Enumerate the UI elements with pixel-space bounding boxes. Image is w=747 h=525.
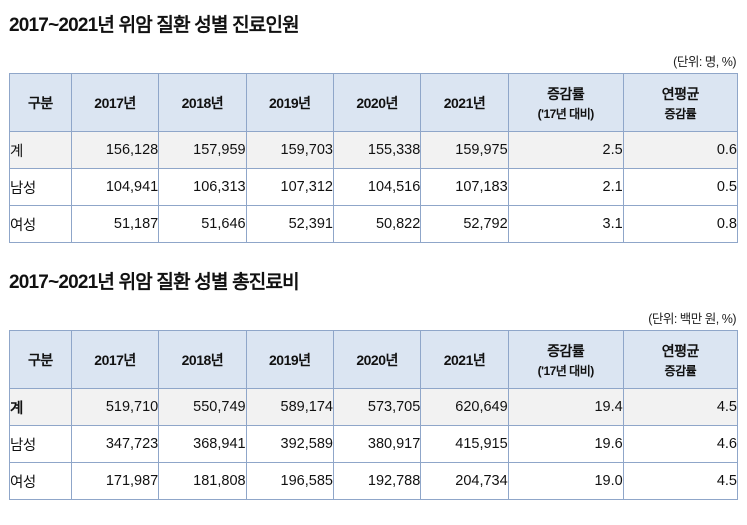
cell-value: 4.6	[622, 425, 739, 463]
cell-value: 171,987	[70, 462, 160, 500]
table-row-female: 여성 51,187 51,646 52,391 50,822 52,792 3.…	[9, 205, 739, 243]
row-label: 남성	[9, 425, 72, 463]
cell-value: 106,313	[158, 168, 247, 206]
row-label: 여성	[9, 462, 72, 500]
column-header-2019: 2019년	[245, 330, 334, 389]
column-header-annual-avg: 연평균 증감률	[622, 73, 739, 132]
column-header-change-rate: 증감률 ('17년 대비)	[507, 330, 624, 389]
column-header-2018: 2018년	[158, 73, 247, 132]
section-title-costs: 2017~2021년 위암 질환 성별 총진료비	[9, 272, 300, 293]
cell-value: 620,649	[420, 388, 509, 426]
cell-value: 392,589	[245, 425, 334, 463]
column-header-category: 구분	[9, 73, 72, 132]
cell-value: 157,959	[158, 131, 247, 169]
cell-value: 181,808	[158, 462, 247, 500]
unit-note-patients: (단위: 명, %)	[673, 55, 736, 69]
cell-value: 19.6	[507, 425, 624, 463]
patients-table: 구분 2017년 2018년 2019년 2020년 2021년 증감률 ('1…	[9, 73, 739, 243]
header-row: 구분 2017년 2018년 2019년 2020년 2021년 증감률 ('1…	[9, 73, 739, 132]
cell-value: 0.8	[622, 205, 739, 243]
unit-note-costs: (단위: 백만 원, %)	[648, 312, 736, 326]
change-rate-sublabel: ('17년 대비)	[537, 106, 595, 121]
section-costs: 2017~2021년 위암 질환 성별 총진료비 (단위: 백만 원, %) 구…	[9, 267, 739, 500]
cell-value: 104,516	[332, 168, 422, 206]
cell-value: 155,338	[332, 131, 422, 169]
cell-value: 415,915	[420, 425, 509, 463]
cell-value: 51,187	[70, 205, 160, 243]
cell-value: 107,183	[420, 168, 509, 206]
cell-value: 519,710	[70, 388, 160, 426]
cell-value: 550,749	[158, 388, 247, 426]
change-rate-sublabel: ('17년 대비)	[537, 363, 595, 378]
column-header-2020: 2020년	[332, 73, 422, 132]
column-header-2021: 2021년	[420, 73, 509, 132]
cell-value: 19.4	[507, 388, 624, 426]
table-row-male: 남성 347,723 368,941 392,589 380,917 415,9…	[9, 425, 739, 463]
cell-value: 50,822	[332, 205, 422, 243]
section-title-patients: 2017~2021년 위암 질환 성별 진료인원	[9, 15, 300, 36]
row-label: 남성	[9, 168, 72, 206]
cell-value: 192,788	[332, 462, 422, 500]
change-rate-label: 증감률	[547, 85, 585, 102]
cell-value: 159,703	[245, 131, 334, 169]
table-row-total: 계 519,710 550,749 589,174 573,705 620,64…	[9, 388, 739, 426]
cell-value: 4.5	[622, 462, 739, 500]
cell-value: 589,174	[245, 388, 334, 426]
cell-value: 159,975	[420, 131, 509, 169]
cell-value: 4.5	[622, 388, 739, 426]
cell-value: 0.5	[622, 168, 739, 206]
cell-value: 156,128	[70, 131, 160, 169]
annual-avg-sublabel: 증감률	[664, 106, 697, 121]
cell-value: 19.0	[507, 462, 624, 500]
cell-value: 51,646	[158, 205, 247, 243]
column-header-category: 구분	[9, 330, 72, 389]
column-header-2021: 2021년	[420, 330, 509, 389]
annual-avg-sublabel: 증감률	[664, 363, 697, 378]
cell-value: 2.1	[507, 168, 624, 206]
column-header-2017: 2017년	[70, 73, 160, 132]
column-header-2018: 2018년	[158, 330, 247, 389]
cell-value: 3.1	[507, 205, 624, 243]
column-header-change-rate: 증감률 ('17년 대비)	[507, 73, 624, 132]
cell-value: 204,734	[420, 462, 509, 500]
cell-value: 52,391	[245, 205, 334, 243]
header-row: 구분 2017년 2018년 2019년 2020년 2021년 증감률 ('1…	[9, 330, 739, 389]
costs-table: 구분 2017년 2018년 2019년 2020년 2021년 증감률 ('1…	[9, 330, 739, 500]
table-row-total: 계 156,128 157,959 159,703 155,338 159,97…	[9, 131, 739, 169]
cell-value: 0.6	[622, 131, 739, 169]
annual-avg-label: 연평균	[661, 85, 700, 102]
cell-value: 2.5	[507, 131, 624, 169]
cell-value: 196,585	[245, 462, 334, 500]
cell-value: 380,917	[332, 425, 422, 463]
annual-avg-label: 연평균	[661, 342, 700, 359]
cell-value: 368,941	[158, 425, 247, 463]
column-header-2017: 2017년	[70, 330, 160, 389]
cell-value: 107,312	[245, 168, 334, 206]
section-patients: 2017~2021년 위암 질환 성별 진료인원 (단위: 명, %) 구분 2…	[9, 10, 739, 243]
table-row-male: 남성 104,941 106,313 107,312 104,516 107,1…	[9, 168, 739, 206]
column-header-annual-avg: 연평균 증감률	[622, 330, 739, 389]
cell-value: 104,941	[70, 168, 160, 206]
row-label: 계	[9, 388, 72, 426]
column-header-2020: 2020년	[332, 330, 422, 389]
cell-value: 573,705	[332, 388, 422, 426]
change-rate-label: 증감률	[547, 342, 585, 359]
row-label: 계	[9, 131, 72, 169]
row-label: 여성	[9, 205, 72, 243]
table-row-female: 여성 171,987 181,808 196,585 192,788 204,7…	[9, 462, 739, 500]
cell-value: 52,792	[420, 205, 509, 243]
cell-value: 347,723	[70, 425, 160, 463]
column-header-2019: 2019년	[245, 73, 334, 132]
